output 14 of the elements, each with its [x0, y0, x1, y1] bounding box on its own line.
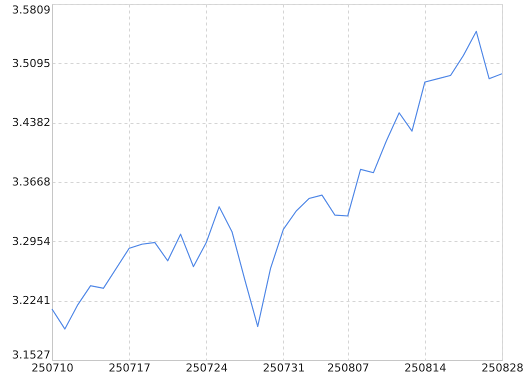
x-tick-label: 250807 [327, 362, 370, 374]
x-tick-label: 250828 [482, 362, 524, 374]
y-tick-label: 3.5809 [12, 4, 50, 16]
x-tick-label: 250710 [32, 362, 74, 374]
y-tick-label: 3.2241 [12, 294, 50, 308]
x-tick-label: 250814 [404, 362, 446, 374]
y-tick-label: 3.4382 [12, 116, 50, 130]
x-tick-label: 250717 [108, 362, 151, 374]
y-tick-label: 3.5095 [12, 56, 50, 70]
x-tick-label: 250724 [186, 362, 228, 374]
y-tick-label: 3.1527 [12, 348, 50, 362]
y-tick-label: 3.2954 [12, 234, 50, 248]
x-tick-label: 250731 [262, 362, 305, 374]
y-tick-label: 3.3668 [12, 176, 50, 188]
